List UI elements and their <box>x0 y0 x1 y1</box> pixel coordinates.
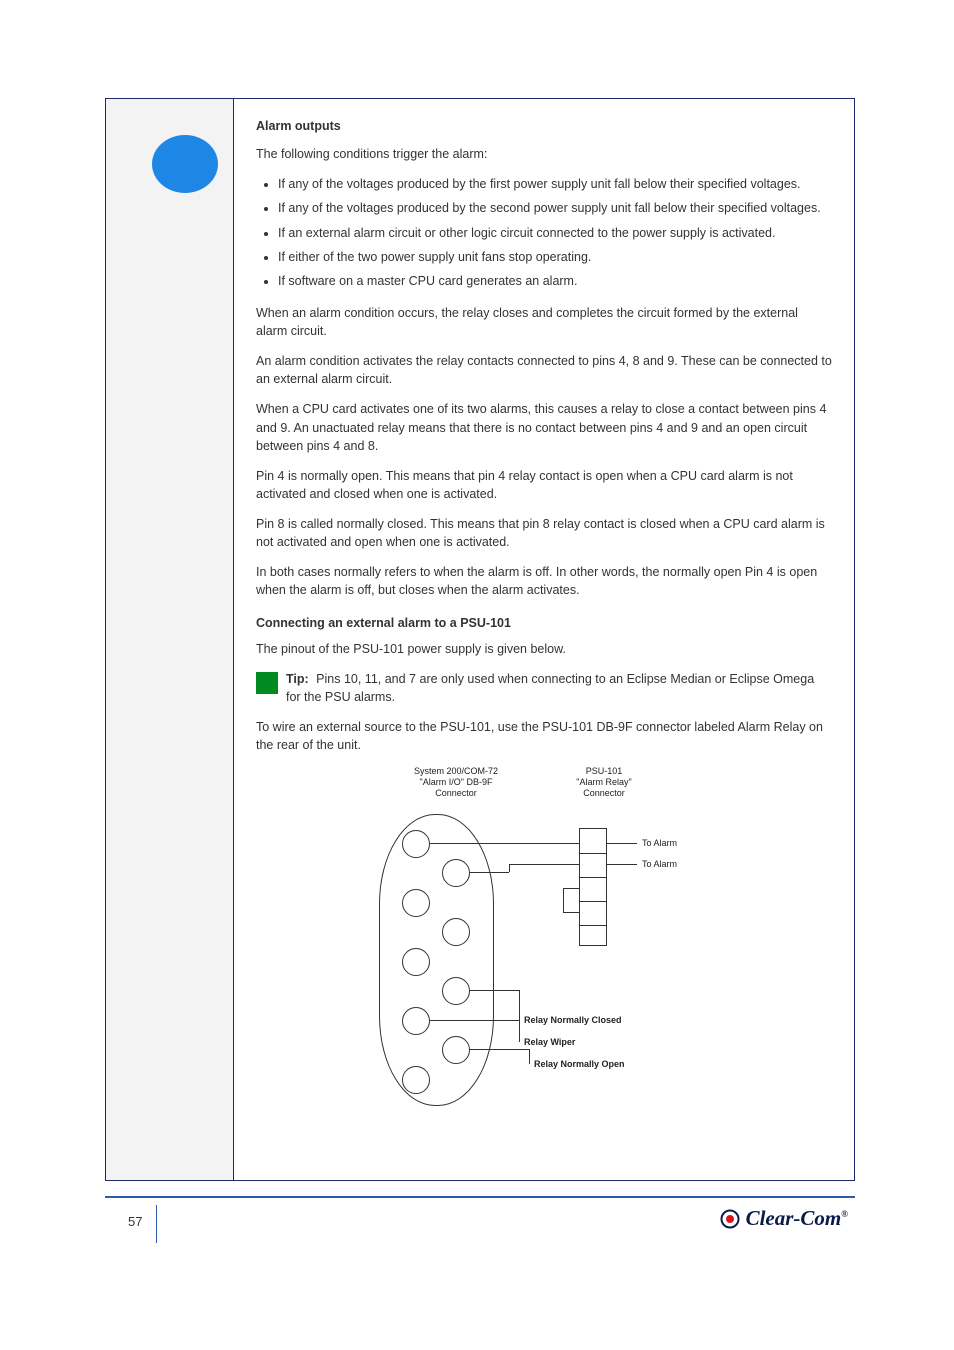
body-paragraph: When a CPU card activates one of its two… <box>256 400 832 454</box>
wire <box>607 864 637 865</box>
body-paragraph: In both cases normally refers to when th… <box>256 563 832 599</box>
wire <box>469 990 519 991</box>
body-paragraph: To wire an external source to the PSU-10… <box>256 718 832 754</box>
brand-logo-icon <box>720 1209 740 1229</box>
psu-divider <box>580 877 606 878</box>
pin4-label: Relay Normally Closed <box>524 1014 622 1027</box>
wire <box>469 1049 529 1050</box>
body-paragraph: Pin 4 is normally open. This means that … <box>256 467 832 503</box>
pin-5 <box>402 1066 430 1094</box>
to-alarm-label: To Alarm <box>642 858 677 871</box>
tip-icon <box>256 672 278 694</box>
footer-rule <box>105 1196 855 1198</box>
wire <box>563 888 564 912</box>
psu-alarm-relay-block <box>579 828 607 946</box>
wire <box>519 990 520 1042</box>
pin-6 <box>442 859 470 887</box>
pin9-label: Relay Normally Open <box>534 1058 625 1071</box>
tip-callout: Tip: Pins 10, 11, and 7 are only used wh… <box>256 670 832 706</box>
wire <box>563 888 579 889</box>
tip-label: Tip: <box>286 672 309 686</box>
left-connector-label: System 200/COM-72"Alarm I/O" DB-9FConnec… <box>396 766 516 798</box>
pin-9 <box>442 1036 470 1064</box>
right-column: Alarm outputs The following conditions t… <box>234 99 854 1180</box>
step-badge <box>152 135 218 193</box>
body-paragraph: An alarm condition activates the relay c… <box>256 352 832 388</box>
wire <box>469 872 509 873</box>
brand-name: Clear-Com® <box>746 1206 848 1231</box>
wire <box>429 843 579 844</box>
wire <box>509 864 579 865</box>
pin-2 <box>402 889 430 917</box>
psu-divider <box>580 925 606 926</box>
pin-8 <box>442 977 470 1005</box>
tip-text-container: Tip: Pins 10, 11, and 7 are only used wh… <box>286 670 832 706</box>
list-item: If either of the two power supply unit f… <box>278 248 832 266</box>
body-paragraph: Pin 8 is called normally closed. This me… <box>256 515 832 551</box>
footer-separator <box>156 1205 157 1243</box>
page-number: 57 <box>128 1214 142 1229</box>
pin8-label: Relay Wiper <box>524 1036 575 1049</box>
brand-logo: Clear-Com® <box>720 1206 848 1231</box>
tip-body: Pins 10, 11, and 7 are only used when co… <box>286 672 814 704</box>
section-title: Alarm outputs <box>256 117 832 135</box>
body-paragraph: The pinout of the PSU-101 power supply i… <box>256 640 832 658</box>
content-frame: Alarm outputs The following conditions t… <box>105 98 855 1181</box>
alarm-conditions-list: If any of the voltages produced by the f… <box>278 175 832 290</box>
psu-divider <box>580 853 606 854</box>
to-alarm-label: To Alarm <box>642 837 677 850</box>
wire <box>509 864 510 872</box>
list-item: If any of the voltages produced by the f… <box>278 175 832 193</box>
wire <box>607 843 637 844</box>
wire <box>563 912 579 913</box>
wire <box>529 1049 530 1064</box>
list-item: If an external alarm circuit or other lo… <box>278 224 832 242</box>
left-column <box>106 99 234 1180</box>
intro-text: The following conditions trigger the ala… <box>256 145 832 163</box>
pin-3 <box>402 948 430 976</box>
pin-7 <box>442 918 470 946</box>
right-connector-label: PSU-101"Alarm Relay"Connector <box>554 766 654 798</box>
wire <box>429 1020 519 1021</box>
body-paragraph: When an alarm condition occurs, the rela… <box>256 304 832 340</box>
psu-divider <box>580 901 606 902</box>
db9-connector-outline <box>379 814 494 1106</box>
connector-diagram: System 200/COM-72"Alarm I/O" DB-9FConnec… <box>364 766 724 1108</box>
subsection-title: Connecting an external alarm to a PSU-10… <box>256 614 832 632</box>
list-item: If software on a master CPU card generat… <box>278 272 832 290</box>
pin-4 <box>402 1007 430 1035</box>
list-item: If any of the voltages produced by the s… <box>278 199 832 217</box>
pin-1 <box>402 830 430 858</box>
